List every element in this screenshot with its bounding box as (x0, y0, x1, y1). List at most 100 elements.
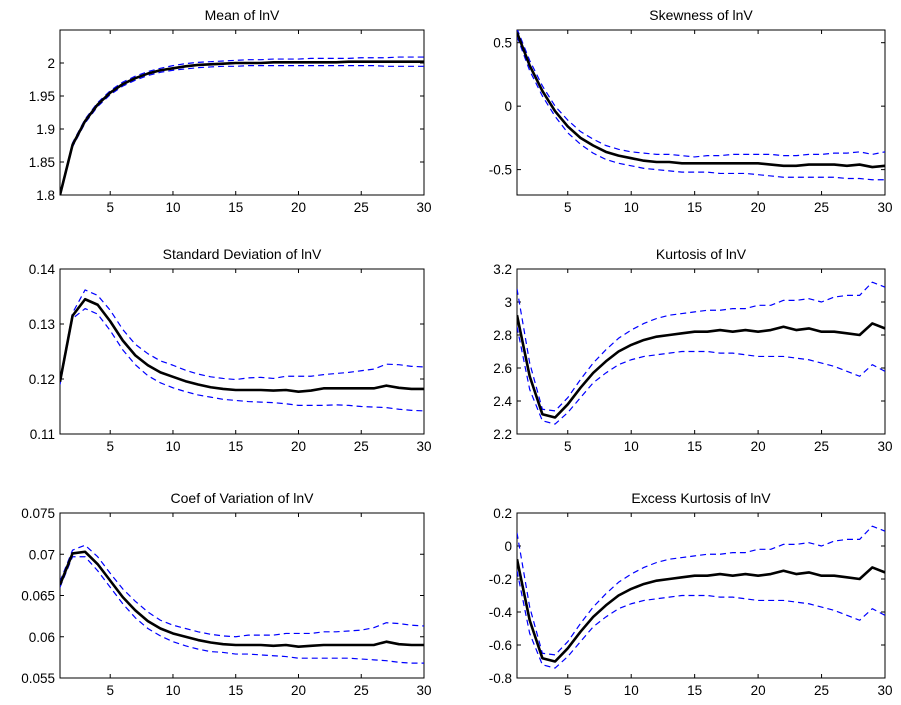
series-line-lower (517, 326, 885, 425)
y-tick-label: 0.075 (21, 506, 55, 521)
x-tick-label: 10 (165, 439, 180, 454)
x-tick-label: 30 (416, 439, 431, 454)
x-tick-label: 5 (564, 200, 572, 215)
series-line-lower (517, 36, 885, 181)
subplot-5: Coef of Variation of lnV 5 10 15 20 25 30 0.055… (21, 490, 431, 698)
y-tick-label: 2.4 (493, 394, 512, 409)
series-line-lower (60, 556, 424, 664)
series-line-upper (60, 544, 424, 638)
panel-title: Skewness of lnV (649, 7, 753, 23)
y-tick-label: -0.4 (489, 605, 513, 620)
y-tick-label: 0.14 (29, 262, 56, 277)
y-tick-label: 2.6 (493, 361, 512, 376)
x-tick-label: 30 (877, 683, 892, 698)
series-line-mean (517, 314, 885, 419)
x-tick-label: 20 (751, 200, 766, 215)
y-tick-label: 0.5 (493, 36, 512, 51)
series-line-mean (517, 558, 885, 663)
panel-title: Excess Kurtosis of lnV (631, 490, 771, 506)
series-line-mean (60, 550, 424, 648)
panel-title: Standard Deviation of lnV (163, 246, 322, 262)
y-tick-label: -0.8 (489, 671, 512, 686)
subplot-1: Mean of lnV 5 10 15 20 25 30 1.8 1.85 1.9 1.95 2 (29, 7, 432, 215)
x-tick-label: 20 (291, 439, 306, 454)
x-tick-label: 20 (291, 200, 306, 215)
y-tick-label: 2.2 (493, 427, 512, 442)
series-line-mean (60, 297, 424, 393)
series-line-upper (517, 281, 885, 412)
y-tick-label: 2 (47, 56, 55, 71)
series-line-mean (517, 32, 885, 169)
x-tick-label: 10 (624, 439, 639, 454)
y-tick-label: 0.06 (29, 630, 55, 645)
series-line-upper (517, 30, 885, 158)
y-tick-label: 3.2 (493, 262, 512, 277)
x-tick-label: 10 (165, 683, 180, 698)
x-tick-label: 15 (687, 683, 702, 698)
x-tick-label: 25 (354, 683, 369, 698)
y-tick-label: 0.13 (29, 317, 55, 332)
x-tick-label: 30 (416, 683, 431, 698)
series-line-lower (60, 308, 424, 412)
y-tick-label: 1.95 (29, 89, 55, 104)
series-line-upper (60, 56, 424, 194)
x-tick-label: 30 (877, 200, 892, 215)
x-tick-label: 25 (814, 439, 829, 454)
x-tick-label: 30 (416, 200, 431, 215)
axes-box (59, 29, 425, 196)
x-tick-label: 5 (564, 439, 572, 454)
panel-title: Kurtosis of lnV (656, 246, 747, 262)
panel-title: Coef of Variation of lnV (171, 490, 315, 506)
subplot-2: Skewness of lnV 5 10 15 20 25 30 -0.5 0 0.5 (489, 7, 893, 215)
axes-box (516, 29, 886, 196)
y-tick-label: 2.8 (493, 328, 512, 343)
x-tick-label: 5 (106, 683, 114, 698)
panel-title: Mean of lnV (205, 7, 280, 23)
y-tick-label: 0.12 (29, 372, 55, 387)
y-tick-label: 0.11 (30, 427, 55, 442)
subplot-3: Standard Deviation of lnV 5 10 15 20 25 30 0.11… (29, 246, 432, 454)
series-line-lower (517, 570, 885, 669)
y-tick-label: 1.9 (36, 122, 55, 137)
subplot-4: Kurtosis of lnV 5 10 15 20 25 30 2.2 2.4 2.6 2.8 3 3… (493, 246, 892, 454)
x-tick-label: 25 (354, 439, 369, 454)
y-tick-label: 0.07 (29, 547, 55, 562)
x-tick-label: 15 (687, 439, 702, 454)
x-tick-label: 10 (624, 200, 639, 215)
x-tick-label: 25 (814, 683, 829, 698)
x-tick-label: 20 (751, 439, 766, 454)
subplot-6: Excess Kurtosis of lnV 5 10 15 20 25 30 -0.8 -0.… (489, 490, 893, 698)
y-tick-label: 1.8 (36, 188, 55, 203)
series-line-lower (60, 65, 424, 195)
x-tick-label: 15 (228, 683, 243, 698)
x-tick-label: 5 (106, 200, 114, 215)
x-tick-label: 15 (228, 439, 243, 454)
y-tick-label: 1.85 (29, 155, 55, 170)
y-tick-label: 0.055 (21, 671, 55, 686)
y-tick-label: 3 (504, 295, 512, 310)
x-tick-label: 5 (106, 439, 114, 454)
series-line-upper (60, 289, 424, 381)
series-line-mean (60, 60, 424, 195)
y-tick-label: -0.5 (489, 163, 512, 178)
x-tick-label: 30 (877, 439, 892, 454)
x-tick-label: 10 (165, 200, 180, 215)
y-tick-label: -0.6 (489, 638, 512, 653)
x-tick-label: 15 (687, 200, 702, 215)
x-tick-label: 20 (751, 683, 766, 698)
y-tick-label: 0 (504, 99, 512, 114)
x-tick-label: 15 (228, 200, 243, 215)
y-tick-label: 0.065 (21, 589, 55, 604)
x-tick-label: 25 (354, 200, 369, 215)
axes-box (59, 268, 425, 435)
x-tick-label: 20 (291, 683, 306, 698)
axes-box (59, 512, 425, 679)
y-tick-label: -0.2 (489, 572, 512, 587)
x-tick-label: 5 (564, 683, 572, 698)
x-tick-label: 25 (814, 200, 829, 215)
x-tick-label: 10 (624, 683, 639, 698)
y-tick-label: 0 (504, 539, 512, 554)
y-tick-label: 0.2 (493, 506, 512, 521)
series-line-upper (517, 525, 885, 656)
